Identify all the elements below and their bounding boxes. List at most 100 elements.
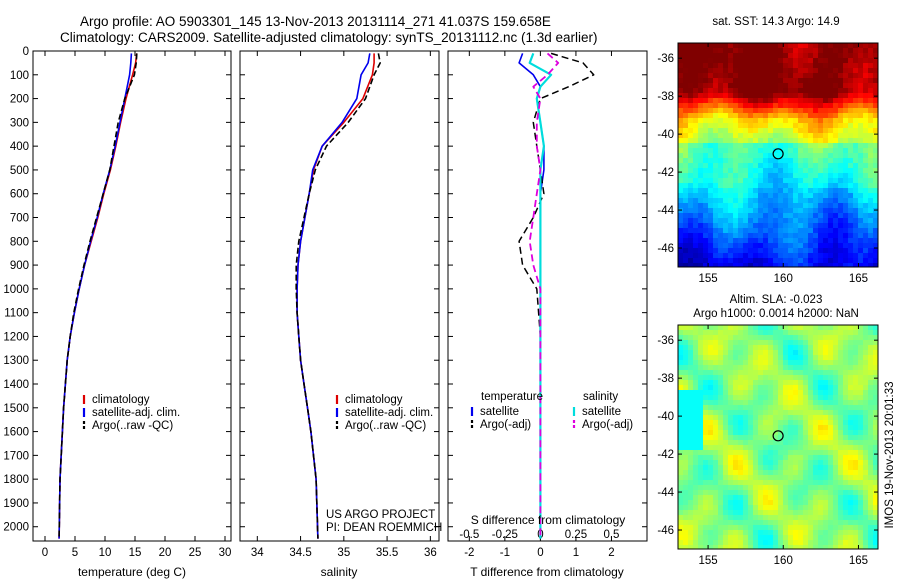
sla-map-cell	[733, 405, 739, 411]
sst-map-cell	[828, 173, 834, 179]
sla-map-cell	[798, 425, 804, 431]
sla-map-cell	[748, 325, 754, 331]
sst-map-cell	[753, 103, 759, 109]
sst-map-cell	[683, 183, 689, 189]
sst-map-cell	[743, 203, 749, 209]
sla-map-cell	[758, 445, 764, 451]
sla-map-cell	[868, 435, 874, 441]
sla-map-cell	[733, 360, 739, 366]
sla-map-cell	[863, 385, 869, 391]
sst-map-cell	[818, 188, 824, 194]
sla-map-cell	[763, 485, 769, 491]
sla-map-cell	[803, 410, 809, 416]
sla-map-cell	[708, 480, 714, 486]
sst-map-cell	[708, 88, 714, 94]
sla-map-cell	[778, 510, 784, 516]
sst-map-cell	[803, 213, 809, 219]
sst-map-cell	[788, 163, 794, 169]
sst-map-cell	[703, 148, 709, 154]
sla-map-cell	[773, 535, 779, 541]
sst-map-cell	[808, 153, 814, 159]
sla-map-cell	[823, 340, 829, 346]
sst-map-cell	[698, 213, 704, 219]
sst-map-cell	[853, 158, 859, 164]
sla-map-cell	[698, 530, 704, 536]
sst-map-cell	[853, 148, 859, 154]
sla-map-cell	[683, 530, 689, 536]
sst-map-cell	[808, 158, 814, 164]
sst-map-cell	[778, 248, 784, 254]
sst-map-cell	[798, 208, 804, 214]
sst-map-cell	[858, 228, 864, 234]
sla-map-cell	[723, 395, 729, 401]
sst-map-cell	[683, 138, 689, 144]
sst-map-cell	[698, 88, 704, 94]
sla-map-cell	[803, 360, 809, 366]
sst-map-cell	[793, 243, 799, 249]
sla-map-cell	[788, 355, 794, 361]
sst-map-cell	[798, 153, 804, 159]
sla-map-cell	[693, 485, 699, 491]
sst-map-cell	[848, 143, 854, 149]
sst-map-cell	[718, 108, 724, 114]
sla-map-cell	[748, 345, 754, 351]
sla-map-cell	[783, 385, 789, 391]
sst-map-cell	[738, 83, 744, 89]
sst-map-cell	[818, 238, 824, 244]
sst-map-cell	[833, 73, 839, 79]
sst-map-cell	[723, 118, 729, 124]
sst-map-cell	[718, 58, 724, 64]
sst-map-cell	[753, 198, 759, 204]
sst-map-cell	[808, 258, 814, 264]
sla-map-cell	[753, 440, 759, 446]
sla-map-cell	[823, 380, 829, 386]
sst-map-cell	[858, 223, 864, 229]
sst-map-cell	[678, 203, 684, 209]
sst-map-cell	[718, 238, 724, 244]
sst-map-cell	[713, 58, 719, 64]
sla-map-cell	[853, 425, 859, 431]
sst-map-cell	[738, 198, 744, 204]
sla-map-cell	[708, 490, 714, 496]
sla-map-cell	[698, 505, 704, 511]
sst-map-cell	[693, 108, 699, 114]
sst-map-cell	[858, 118, 864, 124]
sla-map-cell	[823, 375, 829, 381]
sst-map-cell	[688, 258, 694, 264]
sla-map-cell	[838, 415, 844, 421]
sla-map-cell	[698, 485, 704, 491]
sla-map-cell	[703, 410, 709, 416]
sla-map-cell	[848, 370, 854, 376]
sla-map-cell	[758, 345, 764, 351]
sst-map-cell	[828, 168, 834, 174]
sst-map-cell	[718, 263, 724, 267]
sst-map-cell	[813, 168, 819, 174]
sst-map-cell	[743, 133, 749, 139]
sst-map-cell	[678, 253, 684, 259]
sst-map-cell	[838, 243, 844, 249]
sla-map-cell	[858, 350, 864, 356]
sla-map-cell	[738, 490, 744, 496]
sla-map-cell	[683, 425, 689, 431]
sst-map-cell	[853, 108, 859, 114]
sla-map-cell	[823, 525, 829, 531]
sst-map-cell	[683, 78, 689, 84]
sla-map-cell	[808, 440, 814, 446]
difference-salinity-legend-label: satellite	[582, 406, 621, 418]
sst-map-cell	[693, 68, 699, 74]
sst-map-cell	[753, 63, 759, 69]
sst-map-cell	[748, 203, 754, 209]
sst-map-cell	[783, 173, 789, 179]
sst-map-cell	[828, 143, 834, 149]
sst-map-cell	[733, 208, 739, 214]
sla-map-cell	[828, 520, 834, 526]
sla-map-cell	[743, 330, 749, 336]
sla-map-cell	[808, 390, 814, 396]
sst-map-cell	[708, 198, 714, 204]
sst-map-cell	[703, 193, 709, 199]
sla-map-cell	[763, 530, 769, 536]
sst-map-cell	[773, 128, 779, 134]
sla-map-cell	[823, 385, 829, 391]
sst-map-cell	[868, 153, 874, 159]
sst-map-cell	[843, 123, 849, 129]
